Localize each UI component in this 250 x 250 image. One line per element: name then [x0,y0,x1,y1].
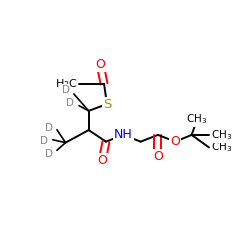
Text: D: D [45,123,53,133]
Text: H$_3$C: H$_3$C [55,77,78,91]
Text: D: D [45,149,53,159]
Text: S: S [103,98,111,110]
Text: CH$_3$: CH$_3$ [186,112,207,126]
Text: D: D [40,136,48,146]
Text: O: O [95,58,105,71]
Text: NH: NH [114,128,133,141]
Text: D: D [66,98,74,108]
Text: CH$_3$: CH$_3$ [211,140,232,154]
Text: O: O [170,135,180,148]
Text: CH$_3$: CH$_3$ [211,128,232,142]
Text: D: D [62,85,70,95]
Text: O: O [153,150,163,162]
Text: O: O [97,154,107,168]
